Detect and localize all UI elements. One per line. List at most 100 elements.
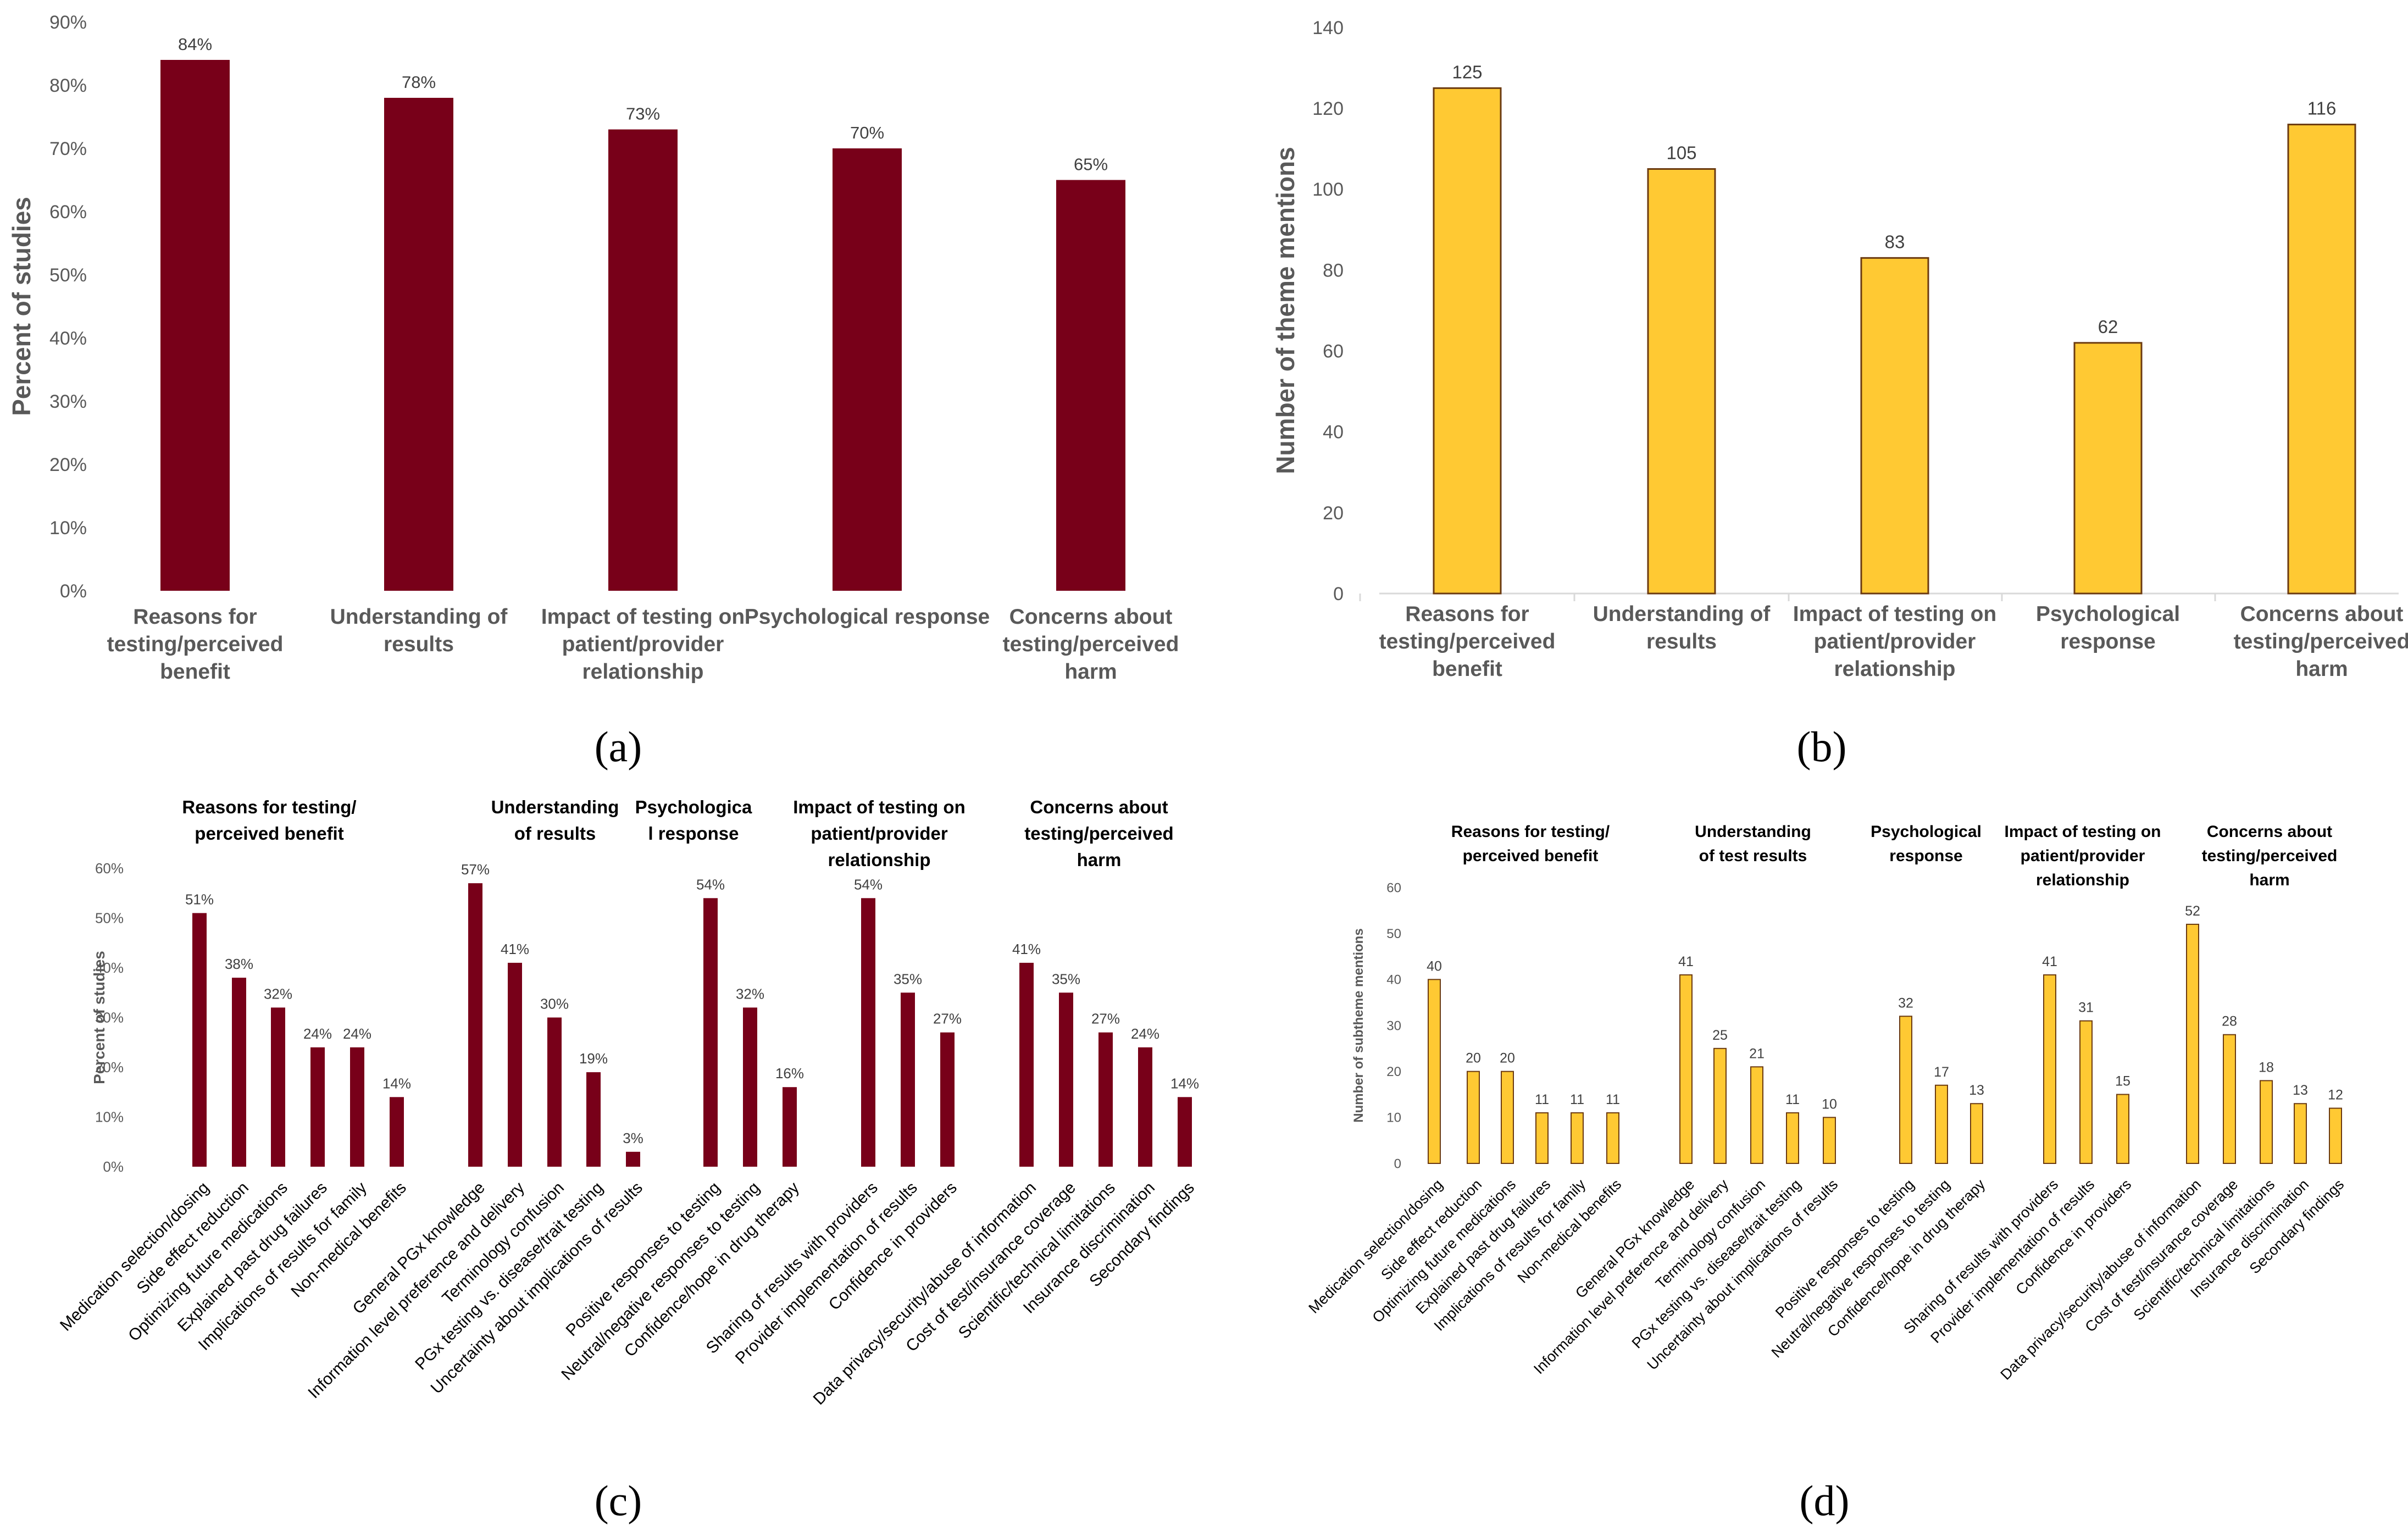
category-label: response: [2060, 630, 2155, 653]
y-tick-label: 50%: [49, 265, 87, 286]
category-label: Reasons for: [1405, 602, 1529, 626]
data-label: 16%: [775, 1065, 804, 1082]
group-title: patient/provider: [2021, 847, 2145, 865]
bar: [861, 898, 875, 1167]
data-label: 52: [2185, 903, 2200, 919]
bar: [743, 1007, 757, 1167]
category-label: testing/perceived: [2234, 630, 2408, 653]
bar: [547, 1017, 562, 1167]
data-label: 19%: [579, 1050, 608, 1067]
category-label: Impact of testing on: [541, 605, 745, 629]
data-label: 14%: [382, 1075, 411, 1091]
category-label: Understanding of: [330, 605, 508, 629]
category-label: benefit: [1432, 657, 1502, 681]
data-label: 65%: [1074, 155, 1108, 174]
data-label: 32: [1898, 995, 1913, 1011]
data-label: 20: [1500, 1051, 1515, 1066]
y-tick-label: 80: [1323, 260, 1344, 281]
bar: [783, 1087, 797, 1167]
data-label: 32%: [264, 985, 292, 1002]
category-label: relationship: [582, 660, 703, 684]
bar: [1679, 974, 1693, 1164]
data-label: 84%: [178, 35, 212, 54]
category-label: Optimizing future medications: [125, 1179, 291, 1345]
category-label: Concerns about: [1009, 605, 1173, 629]
data-label: 24%: [1131, 1025, 1159, 1042]
data-label: 18: [2259, 1060, 2274, 1075]
group-title: testing/perceived: [2202, 847, 2338, 865]
data-label: 57%: [461, 861, 490, 878]
category-label: testing/perceived: [1003, 633, 1179, 656]
panel-label-a: (a): [595, 723, 642, 770]
group-title: perceived benefit: [1463, 847, 1599, 865]
bar: [310, 1047, 325, 1167]
y-tick-label: 30: [1386, 1018, 1401, 1033]
group-title: Concerns about: [1030, 797, 1168, 817]
bar: [1467, 1071, 1480, 1164]
group-title: Understanding: [491, 797, 619, 817]
y-tick-label: 80%: [49, 75, 87, 96]
category-label: relationship: [1834, 657, 1955, 681]
y-tick-label: 50%: [95, 910, 124, 927]
bar: [1571, 1112, 1584, 1165]
category-label: Impact of testing on: [1793, 602, 1997, 626]
bar: [508, 962, 522, 1167]
y-tick-label: 10%: [95, 1109, 124, 1125]
bar: [901, 992, 915, 1167]
data-label: 78%: [402, 73, 436, 92]
group-title: l response: [648, 823, 739, 844]
bar: [2223, 1034, 2236, 1164]
y-tick-label: 0%: [103, 1158, 124, 1175]
bar: [1647, 168, 1716, 595]
bar: [1019, 962, 1034, 1167]
data-label: 14%: [1170, 1075, 1199, 1091]
bar: [940, 1032, 955, 1167]
data-label: 3%: [623, 1130, 643, 1146]
y-tick-label: 40: [1323, 422, 1344, 443]
y-tick-label: 20: [1386, 1064, 1401, 1079]
group-title: Reasons for testing/: [1451, 823, 1610, 841]
data-label: 32%: [736, 985, 764, 1002]
y-tick-label: 40: [1386, 973, 1401, 988]
data-label: 54%: [696, 876, 725, 892]
bar: [2287, 124, 2356, 595]
category-label: patient/provider: [1814, 630, 1976, 653]
panel-a-chart: 0% 10% 20% 30% 40% 50% 60% 70% 80% 90% Percent of …: [7, 12, 1179, 684]
group-title: Understanding: [1695, 823, 1811, 841]
group-title: relationship: [2036, 871, 2129, 889]
panel-label-d: (d): [1800, 1477, 1850, 1524]
group-title: perceived benefit: [195, 823, 343, 844]
data-label: 38%: [225, 956, 253, 972]
category-label: Concerns about: [2240, 602, 2404, 626]
category-label: results: [384, 633, 454, 656]
y-tick-label: 20: [1323, 503, 1344, 524]
y-tick-label: 10: [1386, 1111, 1401, 1125]
bar: [1750, 1066, 1763, 1165]
bar: [2079, 1020, 2093, 1164]
category-label: Understanding of: [1593, 602, 1771, 626]
category-label: Psychological response: [745, 605, 990, 629]
data-label: 41: [1678, 954, 1694, 969]
y-tick-label: 70%: [49, 138, 87, 159]
bar: [1428, 979, 1441, 1165]
data-label: 28: [2222, 1014, 2237, 1029]
group-title: Psychologica: [635, 797, 752, 817]
group-title: testing/perceived: [1024, 823, 1173, 844]
bar: [271, 1007, 285, 1167]
category-label: testing/perceived: [1379, 630, 1556, 653]
y-tick-label: 50: [1386, 927, 1401, 941]
bar: [390, 1097, 404, 1167]
data-label: 125: [1452, 62, 1482, 82]
y-tick-label: 40%: [95, 960, 124, 976]
group-title: of results: [514, 823, 596, 844]
y-tick-label: 0: [1333, 584, 1344, 605]
bar: [232, 978, 246, 1167]
group-title: Impact of testing on: [2005, 823, 2161, 841]
bar: [384, 98, 453, 591]
y-tick-label: 30%: [49, 391, 87, 412]
bar: [833, 148, 902, 591]
data-label: 35%: [894, 971, 922, 987]
panel-b-chart: 0 20 40 60 80 100 120 140 Number of theme mentio…: [1271, 18, 2408, 681]
bar: [1059, 992, 1073, 1167]
category-label: Provider implementation of results: [732, 1179, 921, 1368]
